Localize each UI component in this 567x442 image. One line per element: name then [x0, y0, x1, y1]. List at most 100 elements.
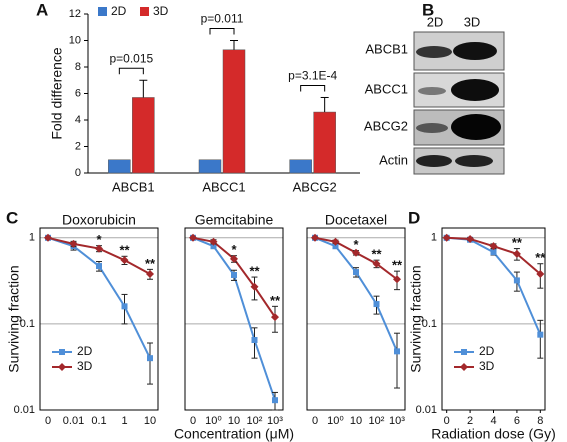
- band: [418, 87, 446, 95]
- x-tick-label: 10⁰: [205, 415, 222, 427]
- plot-frame: [184, 227, 284, 411]
- panel-label: B: [422, 0, 434, 19]
- x-tick-label: 0: [190, 415, 196, 427]
- y-tick-label: 0: [75, 167, 81, 179]
- x-tick-label: 6: [514, 415, 520, 427]
- plot-frame: [39, 227, 159, 411]
- protein-label: Actin: [379, 152, 408, 167]
- bracket: [300, 84, 326, 92]
- band: [416, 123, 448, 133]
- marker: [95, 244, 103, 253]
- marker: [120, 256, 129, 265]
- bracket: [118, 67, 144, 75]
- y-tick-label: 4: [75, 114, 81, 126]
- legend-label: 3D: [479, 359, 495, 373]
- panel-label: A: [36, 0, 48, 19]
- band: [451, 114, 501, 140]
- y-axis-label: Surviving fraction: [6, 265, 22, 372]
- marker: [393, 275, 401, 284]
- marker: [230, 254, 238, 263]
- x-tick-label: 2: [467, 415, 473, 427]
- y-tick-label: 0.01: [416, 404, 437, 416]
- x-tick-label: 8: [537, 415, 543, 427]
- marker: [209, 237, 218, 246]
- marker: [489, 242, 498, 251]
- annotation: p=0.011: [201, 12, 244, 26]
- marker: [44, 233, 52, 242]
- marker: [69, 239, 78, 248]
- x-tick-label: 10²: [369, 415, 385, 427]
- marker: [272, 397, 278, 404]
- x-tick-label: 0: [45, 415, 51, 427]
- panel-label: C: [6, 208, 18, 227]
- x-tick-label: 10⁰: [327, 415, 344, 427]
- chart-title: Doxorubicin: [62, 212, 136, 228]
- bar: [132, 97, 155, 174]
- band: [451, 79, 499, 101]
- significance: **: [270, 293, 281, 308]
- y-tick-label: 12: [69, 8, 81, 20]
- y-tick-label: 8: [75, 61, 81, 73]
- significance: **: [371, 247, 382, 262]
- bar: [289, 159, 312, 174]
- x-tick-label: 0.01: [63, 415, 84, 427]
- marker: [461, 349, 467, 355]
- marker: [353, 269, 359, 276]
- marker: [311, 233, 319, 242]
- marker: [146, 269, 154, 278]
- x-tick-label: 10: [228, 415, 240, 427]
- band: [453, 42, 497, 60]
- marker: [460, 363, 468, 371]
- x-tick-label: 1: [121, 415, 127, 427]
- protein-label: ABCG2: [364, 118, 408, 133]
- bar: [198, 159, 222, 174]
- legend-label: 2D: [111, 4, 127, 18]
- y-axis-label: Surviving fraction: [408, 265, 424, 372]
- annotation: p=0.015: [109, 51, 153, 65]
- x-tick-label: 0.1: [91, 415, 106, 427]
- x-tick-label: 10³: [267, 415, 283, 427]
- bar: [313, 111, 336, 174]
- x-tick-label: ABCC1: [202, 179, 245, 194]
- marker: [250, 282, 259, 291]
- marker: [332, 243, 339, 250]
- y-tick-label: 0.1: [20, 318, 35, 330]
- marker: [189, 233, 197, 242]
- marker: [537, 331, 544, 338]
- significance: **: [392, 258, 403, 273]
- x-axis-label: Radiation dose (Gy): [431, 426, 556, 442]
- y-tick-label: 2: [75, 140, 81, 152]
- blot: B 2D 3D ABCB1 ABCC1 ABCG2 Actin: [364, 0, 505, 175]
- legend-swatch: [140, 7, 149, 16]
- marker: [442, 233, 451, 242]
- protein-label: ABCB1: [365, 41, 408, 56]
- band: [455, 155, 493, 167]
- marker: [373, 301, 380, 308]
- significance: *: [96, 232, 102, 247]
- bracket: [209, 28, 235, 35]
- marker: [331, 237, 340, 246]
- x-tick-label: 10: [144, 415, 156, 427]
- chart-title: Gemcitabine: [195, 212, 274, 228]
- plot-frame: [306, 227, 406, 411]
- panel-label: D: [408, 208, 420, 227]
- y-tick-label: 1: [431, 232, 437, 244]
- series-line: [47, 236, 151, 359]
- y-axis-label: Fold difference: [49, 47, 65, 140]
- x-tick-label: ABCB1: [112, 179, 155, 194]
- x-tick-label: 10: [350, 415, 362, 427]
- significance: **: [535, 250, 546, 265]
- significance: *: [353, 237, 359, 252]
- x-tick-label: 0: [444, 415, 450, 427]
- significance: **: [145, 256, 156, 271]
- y-tick-label: 1: [29, 232, 35, 244]
- y-tick-label: 0.01: [14, 404, 35, 416]
- marker: [352, 248, 360, 257]
- marker: [147, 355, 153, 362]
- marker: [121, 303, 128, 310]
- x-tick-label: 10³: [389, 415, 405, 427]
- significance: *: [231, 242, 237, 257]
- x-tick-label: 4: [490, 415, 496, 427]
- x-tick-label: 0: [312, 415, 318, 427]
